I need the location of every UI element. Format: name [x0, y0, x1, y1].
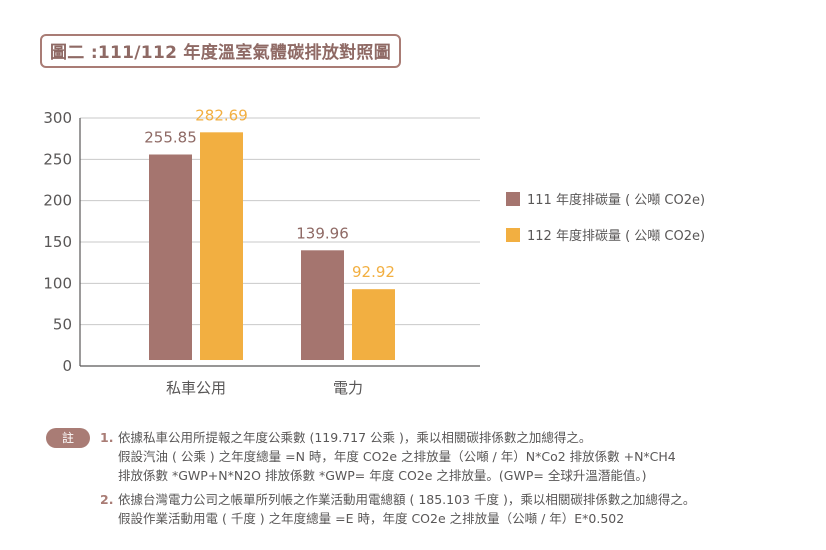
data-label: 255.85 [144, 128, 197, 146]
y-tick-label: 50 [53, 316, 72, 334]
data-label: 92.92 [352, 263, 395, 281]
bar-1-1 [149, 154, 192, 361]
y-tick-label: 250 [43, 150, 72, 168]
y-tick-label: 150 [43, 233, 72, 251]
data-label: 282.69 [195, 106, 248, 124]
legend-swatch-1 [506, 192, 520, 206]
chart-title: 圖二 :111/112 年度溫室氣體碳排放對照圖 [40, 34, 402, 68]
bar-2-2 [352, 289, 395, 361]
y-tick-label: 300 [43, 109, 72, 127]
note-badge: 註 [46, 428, 90, 448]
note-number-2: 2. [100, 492, 114, 507]
note-1-line-3: 排放係數 *GWP+N*N2O 排放係數 *GWP= 年度 CO2e 之排放量。… [118, 468, 647, 483]
legend-label-2: 112 年度排碳量 ( 公噸 CO2e) [527, 228, 705, 244]
y-tick-label: 0 [62, 357, 72, 375]
note-1-line-1: 依據私車公用所提報之年度公乘數 (119.717 公乘 )，乘以相關碳排係數之加… [118, 430, 592, 445]
note-item-1: 1. 依據私車公用所提報之年度公乘數 (119.717 公乘 )，乘以相關碳排係數… [100, 428, 676, 485]
bar-1-2 [301, 250, 344, 361]
note-1-line-2: 假設汽油 ( 公乘 ) 之年度總量 =N 時，年度 CO2e 之排放量（公噸 /… [118, 449, 676, 464]
legend-label-1: 111 年度排碳量 ( 公噸 CO2e) [527, 192, 705, 208]
legend-swatch-2 [506, 228, 520, 242]
data-label: 139.96 [296, 224, 349, 242]
bar-chart: 0 50 100 150 200 250 300 私車公用 255.85 282.69 電力 139.… [43, 106, 705, 397]
note-2-line-1: 依據台灣電力公司之帳單所列帳之作業活動用電總額 ( 185.103 千度 )，乘… [118, 492, 696, 507]
x-tick-label: 電力 [333, 379, 363, 397]
y-tick-label: 100 [43, 274, 72, 292]
note-item-2: 2. 依據台灣電力公司之帳單所列帳之作業活動用電總額 ( 185.103 千度 )… [100, 490, 695, 528]
note-2-line-2: 假設作業活動用電 ( 千度 ) 之年度總量 =E 時，年度 CO2e 之排放量（… [118, 511, 625, 526]
bar-2-1 [200, 132, 243, 361]
note-number-1: 1. [100, 430, 114, 445]
y-tick-label: 200 [43, 192, 72, 210]
x-tick-label: 私車公用 [166, 379, 226, 397]
